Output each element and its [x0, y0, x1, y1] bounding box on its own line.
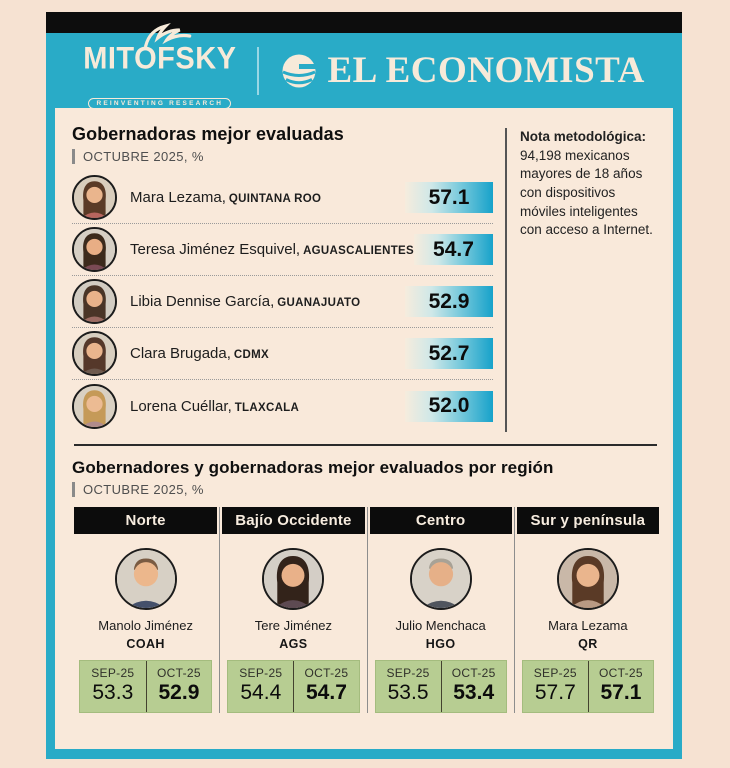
score-badge: 54.7 [413, 234, 493, 265]
oct-value: 52.9 [158, 681, 200, 704]
section2-title: Gobernadores y gobernadoras mejor evalua… [72, 458, 554, 477]
header-logos: MITOFSKY REINVENTING RESEARCH EL ECONOMI… [46, 23, 682, 110]
score-box: SEP-25 57.7 OCT-25 57.1 [521, 660, 654, 713]
note-body: 94,198 mexicanos mayores de 18 años con … [520, 147, 653, 238]
governor-state: CDMX [233, 349, 269, 361]
governor-state: QR [578, 637, 598, 651]
oct-label: OCT-25 [157, 666, 201, 680]
note-title: Nota metodológica: [520, 129, 647, 144]
el-economista-wordmark: EL ECONOMISTA [327, 50, 645, 91]
sep-value: 54.4 [240, 681, 282, 704]
section-divider [74, 444, 657, 446]
oct-label: OCT-25 [451, 666, 496, 680]
section1-title: Gobernadoras mejor evaluadas [72, 124, 344, 144]
oct-value: 54.7 [306, 681, 347, 704]
region-header: Norte [74, 507, 218, 534]
avatar [114, 548, 177, 610]
avatar [72, 331, 117, 376]
mitofsky-wordmark: MITOFSKY [83, 41, 237, 77]
sep-value: 57.7 [534, 681, 576, 704]
mitofsky-logo: MITOFSKY REINVENTING RESEARCH [83, 23, 237, 110]
sep-label: SEP-25 [533, 666, 577, 680]
score-badge: 52.0 [405, 390, 493, 422]
score-value: 52.0 [428, 394, 470, 417]
list-item: Lorena Cuéllar, TLAXCALA 52.0 [72, 380, 493, 432]
sep-value: 53.5 [387, 681, 429, 704]
sep-label: SEP-25 [386, 666, 430, 680]
list-item: Libia Dennise García, GUANAJUATO 52.9 [72, 276, 493, 328]
score-box: SEP-25 54.4 OCT-25 54.7 [227, 660, 360, 713]
region-column-sur: Sur y península Mara Lezama QR SEP-25 57… [513, 507, 661, 713]
avatar [72, 227, 117, 272]
governor-name: Libia Dennise García, [130, 293, 275, 310]
region-column-norte: Norte Manolo Jiménez COAH SEP-25 53.3 OC… [72, 507, 219, 713]
el-economista-logo: EL ECONOMISTA [279, 51, 645, 91]
governor-name: Mara Lezama [548, 618, 628, 633]
governor-name: Lorena Cuéllar, [130, 397, 232, 415]
region-header: Bajío Occidente [222, 507, 365, 534]
mitofsky-tagline: REINVENTING RESEARCH [88, 98, 232, 109]
score-value: 52.7 [428, 341, 470, 365]
region-header: Centro [369, 507, 512, 534]
avatar [72, 279, 117, 324]
avatar [72, 383, 117, 429]
score-value: 57.1 [428, 185, 470, 209]
governor-name: Mara Lezama, [130, 189, 226, 206]
region-table: Norte Manolo Jiménez COAH SEP-25 53.3 OC… [72, 507, 661, 713]
section2-subtitle: OCTUBRE 2025, % [72, 482, 661, 497]
region-header: Sur y península [516, 507, 659, 534]
content-panel: Gobernadoras mejor evaluadas OCTUBRE 202… [55, 108, 673, 749]
oct-value: 57.1 [600, 681, 642, 704]
list-item: Teresa Jiménez Esquivel, AGUASCALIENTES 5… [72, 224, 493, 276]
el-economista-globe-icon [281, 54, 316, 87]
mitofsky-swoosh-icon [143, 23, 192, 48]
score-box: SEP-25 53.5 OCT-25 53.4 [374, 660, 507, 713]
governor-state: AGS [279, 637, 308, 651]
governor-state: GUANAJUATO [277, 297, 361, 309]
governor-name: Manolo Jiménez [98, 618, 193, 633]
score-value: 52.9 [428, 289, 470, 313]
sep-label: SEP-25 [239, 666, 283, 680]
governor-state: TLAXCALA [234, 401, 300, 414]
score-badge: 52.7 [405, 338, 493, 369]
governor-name: Julio Menchaca [395, 618, 486, 633]
avatar [262, 548, 325, 610]
oct-label: OCT-25 [304, 666, 349, 680]
section-regiones: Gobernadores y gobernadoras mejor evalua… [72, 458, 661, 713]
governor-name: Tere Jiménez [254, 618, 333, 633]
score-value: 54.7 [433, 237, 474, 261]
sep-label: SEP-25 [91, 666, 135, 680]
methodology-note: Nota metodológica: 94,198 mexicanos mayo… [505, 128, 661, 432]
oct-value: 53.4 [453, 681, 495, 704]
region-column-centro: Centro Julio Menchaca HGO SEP-25 53.5 OC… [366, 507, 514, 713]
ranking-list: Gobernadoras mejor evaluadas OCTUBRE 202… [72, 124, 505, 432]
section-gobernadoras: Gobernadoras mejor evaluadas OCTUBRE 202… [72, 124, 661, 432]
logo-divider [256, 46, 259, 95]
governor-state: AGUASCALIENTES [303, 245, 414, 257]
oct-label: OCT-25 [599, 666, 643, 680]
governor-name: Clara Brugada, [130, 345, 231, 362]
governor-state: COAH [126, 637, 165, 651]
score-badge: 52.9 [405, 286, 493, 317]
list-item: Clara Brugada, CDMX 52.7 [72, 328, 493, 380]
infographic-card: MITOFSKY REINVENTING RESEARCH EL ECONOMI… [46, 12, 682, 759]
list-item: Mara Lezama, QUINTANA ROO 57.1 [72, 172, 493, 224]
region-column-bajio: Bajío Occidente Tere Jiménez AGS SEP-25 … [219, 507, 366, 713]
governor-state: QUINTANA ROO [228, 193, 322, 205]
governor-name: Teresa Jiménez Esquivel, [130, 241, 301, 258]
avatar [72, 175, 117, 220]
avatar [409, 548, 472, 610]
score-box: SEP-25 53.3 OCT-25 52.9 [79, 660, 213, 713]
section1-subtitle: OCTUBRE 2025, % [72, 149, 493, 164]
governor-state: HGO [425, 637, 456, 651]
avatar [556, 548, 619, 610]
sep-value: 53.3 [92, 681, 134, 704]
top-black-bar [46, 12, 682, 33]
score-badge: 57.1 [405, 182, 493, 213]
